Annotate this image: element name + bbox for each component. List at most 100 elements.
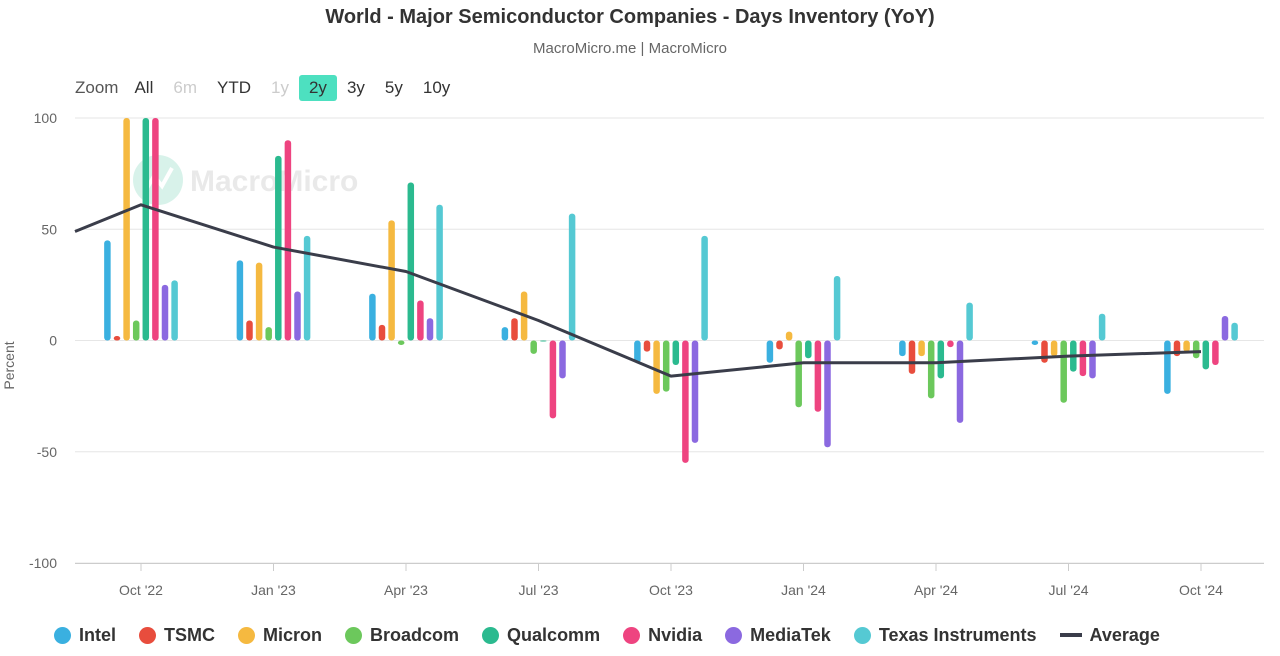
zoom-ytd-button[interactable]: YTD [217,78,251,97]
bar [899,340,906,357]
y-tick-label: 100 [34,110,58,126]
legend-item-texas-instruments[interactable]: Texas Instruments [853,624,1037,646]
bar [1089,340,1096,379]
bar [795,340,802,408]
bar [1183,340,1190,352]
zoom-all-button[interactable]: All [134,78,154,97]
bar [966,302,973,341]
bar [549,340,557,419]
bar [1221,316,1229,341]
x-tick-label: Jul '24 [1048,582,1088,598]
bar [1098,313,1106,341]
zoom-2y-button[interactable]: 2y [298,75,337,101]
x-tick-label: Apr '24 [914,582,958,598]
bar [530,340,537,354]
watermark-text: MacroMicro [190,165,358,198]
zoom-1y-button[interactable]: 1y [271,78,289,97]
legend-item-qualcomm[interactable]: Qualcomm [482,625,600,646]
legend-item-micron[interactable]: Micron [238,625,322,646]
legend-item-average[interactable]: Average [1059,625,1160,646]
legend-label: Intel [79,624,117,645]
x-tick-label: Oct '24 [1179,582,1223,598]
legend-label: Texas Instruments [878,624,1037,645]
legend-label: MediaTek [750,624,831,645]
bar [303,235,311,341]
legend-item-tsmc[interactable]: TSMC [139,625,215,646]
bar [378,324,386,341]
x-tick-label: Oct '22 [119,582,163,598]
bar [265,327,272,341]
zoom-label: Zoom [75,78,119,97]
average-line [74,203,1202,378]
bar [927,340,935,399]
bar [634,340,641,363]
bar [501,327,509,341]
watermark: MacroMicro [133,155,358,205]
bar [805,340,812,359]
bar [1079,340,1087,377]
bar [785,331,793,341]
bar [701,235,708,341]
bar [1164,340,1171,394]
bar [369,293,376,341]
bar [132,320,140,341]
chart-subtitle: MacroMicro.me | MacroMicro [533,40,727,57]
legend-line-swatch [1059,633,1082,637]
bar [682,340,689,463]
bar [1192,340,1200,359]
chart-title: World - Major Semiconductor Companies - … [325,6,935,28]
legend-item-mediatek[interactable]: MediaTek [725,625,831,646]
bar [956,340,964,423]
bar [426,318,434,341]
legend-label: Broadcom [370,624,460,645]
bar [1031,340,1039,345]
bar [1041,340,1048,363]
bar [152,118,159,341]
y-tick-label: -50 [37,444,57,460]
zoom-10y-button[interactable]: 10y [422,78,451,97]
legend-label: TSMC [164,624,216,645]
bar [918,340,925,357]
x-tick-label: Jul '23 [518,582,558,598]
bar [568,213,576,341]
x-tick-label: Jan '24 [781,582,826,598]
bar [1060,340,1067,403]
bar [653,340,660,394]
legend-item-intel[interactable]: Intel [54,625,116,646]
legend-swatch [139,626,157,644]
bar [436,204,443,341]
average-series [74,203,1202,378]
x-axis: Oct '22 Jan '23 Apr '23 Jul '23 Oct '23 Jan '… [75,563,1264,598]
legend-swatch [238,626,256,644]
bar-series [104,118,1238,463]
bar [113,336,121,341]
bar [294,291,301,341]
legend-swatch [54,626,71,644]
bar [776,340,783,350]
bar [407,182,415,341]
bar [691,340,699,443]
bar [540,340,547,342]
legend-item-broadcom[interactable]: Broadcom [345,625,459,646]
x-tick-label: Oct '23 [649,582,693,598]
zoom-3y-button[interactable]: 3y [346,78,365,97]
legend-label: Micron [263,624,323,645]
legend-item-nvidia[interactable]: Nvidia [623,625,702,646]
zoom-6m-button[interactable]: 6m [173,78,197,97]
legend-swatch [482,626,500,644]
bar [255,262,263,341]
bar [1212,340,1219,365]
bar [814,340,822,412]
zoom-5y-button[interactable]: 5y [384,78,403,97]
bar [908,340,916,374]
bar [662,340,670,392]
bar [766,340,774,363]
legend-swatch [725,626,743,644]
bar [142,118,150,341]
zoom-bar: Zoom All 6m YTD 1y 2y 3y 5y 10y [75,74,460,102]
bar [672,340,680,365]
bar [937,340,945,379]
bar [388,220,395,341]
bar [511,318,518,341]
